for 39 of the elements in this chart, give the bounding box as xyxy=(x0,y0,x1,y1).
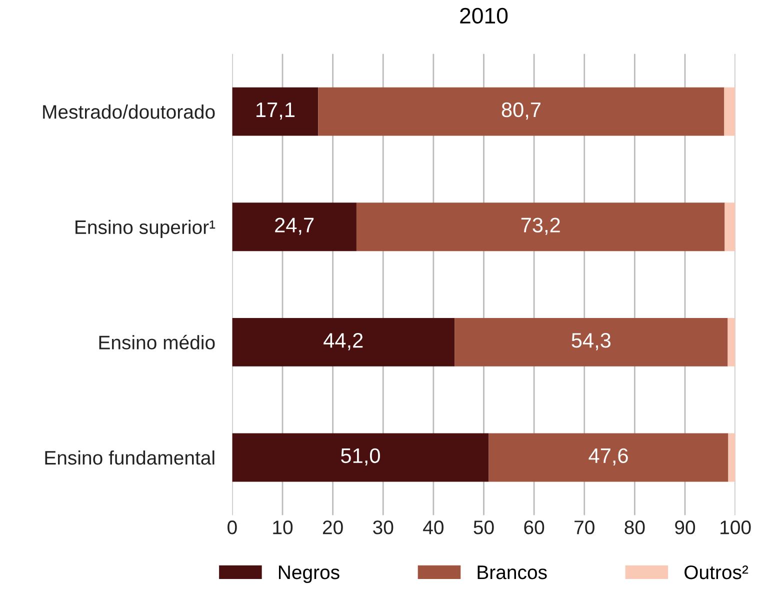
bar xyxy=(454,318,728,366)
bar xyxy=(232,202,356,252)
chart-title: 2010 xyxy=(460,8,508,24)
bar xyxy=(488,433,728,482)
x-tick-label: 80 xyxy=(624,520,645,534)
data-label: 73,2 xyxy=(521,218,560,235)
y-tick-label: Mestrado/doutorado xyxy=(43,104,215,119)
bar xyxy=(728,433,736,482)
x-tick-label: 100 xyxy=(720,520,751,534)
data-label: 54,3 xyxy=(572,333,611,350)
data-label: 47,6 xyxy=(588,448,628,466)
x-tick-label: 50 xyxy=(474,520,494,534)
bar xyxy=(356,202,725,252)
x-tick-label: 0 xyxy=(228,520,237,534)
data-label: 17,1 xyxy=(256,102,294,120)
data-label: 24,7 xyxy=(275,218,314,235)
x-tick-label: 10 xyxy=(273,520,293,534)
x-tick-label: 60 xyxy=(524,520,544,534)
bar xyxy=(728,318,736,366)
y-tick-label: Ensino fundamental xyxy=(45,450,214,465)
legend-label: Outros² xyxy=(684,565,748,580)
bar xyxy=(724,202,736,252)
legend-label: Brancos xyxy=(478,566,547,580)
data-label: 44,2 xyxy=(324,333,363,350)
bar xyxy=(232,433,489,482)
x-tick-label: 40 xyxy=(423,520,444,534)
bar xyxy=(232,87,318,136)
data-label: 51,0 xyxy=(341,448,380,466)
y-tick-label: Ensino superior¹ xyxy=(76,220,216,238)
data-label: 80,7 xyxy=(502,102,540,120)
x-tick-label: 70 xyxy=(574,520,594,534)
legend-label: Negros xyxy=(278,566,340,584)
bar xyxy=(318,87,724,136)
y-tick-label: Ensino médio xyxy=(99,334,215,350)
bar xyxy=(724,87,736,136)
x-tick-label: 20 xyxy=(322,520,343,534)
x-tick-label: 30 xyxy=(373,520,394,534)
bar xyxy=(232,318,455,366)
x-tick-label: 90 xyxy=(675,520,696,534)
